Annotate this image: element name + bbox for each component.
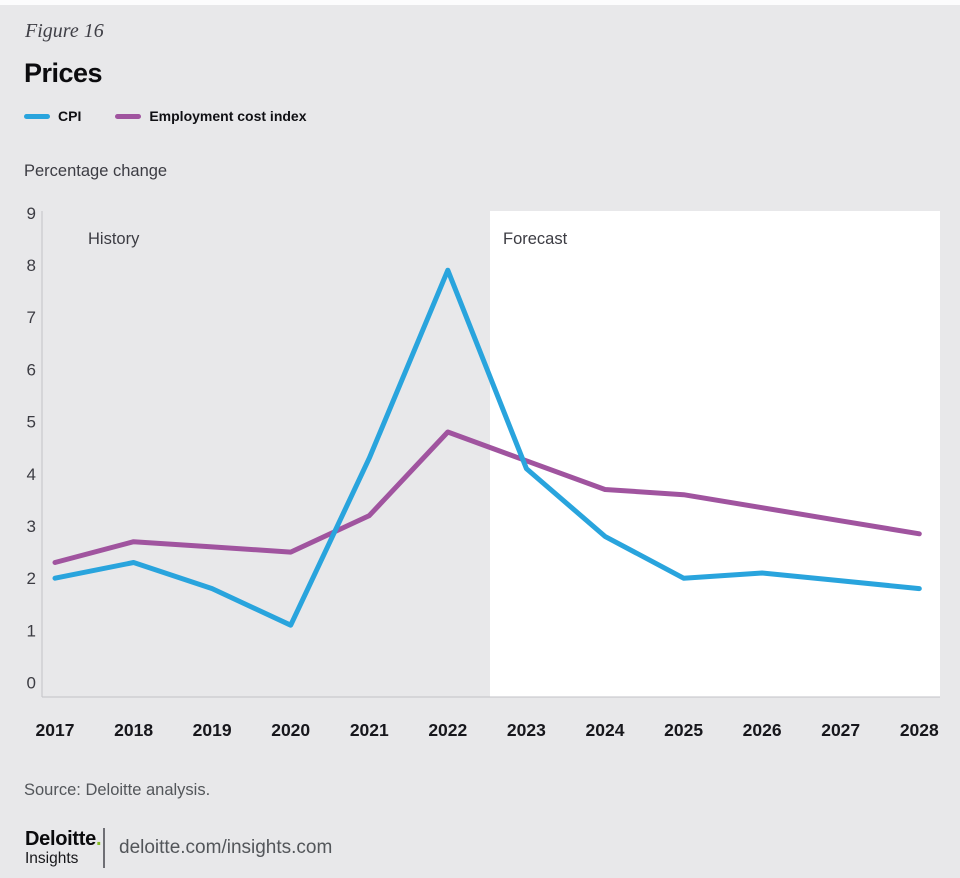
x-tick-label: 2028	[900, 720, 939, 740]
y-tick-label: 6	[27, 360, 36, 379]
y-tick-label: 5	[27, 413, 36, 432]
y-tick-label: 7	[27, 308, 36, 327]
y-tick-label: 0	[27, 674, 36, 693]
y-tick-label: 3	[27, 517, 36, 536]
cpi-line-swatch	[24, 113, 50, 119]
chart-title: Prices	[24, 58, 103, 88]
brand-name: Deloitte.	[25, 827, 102, 850]
legend-item-eci: Employment cost index	[115, 108, 307, 124]
y-tick-label: 2	[27, 569, 36, 588]
x-tick-label: 2019	[193, 720, 232, 740]
source-note: Source: Deloitte analysis.	[24, 781, 211, 799]
brand-green-dot: .	[95, 827, 102, 850]
y-tick-label: 1	[27, 621, 36, 640]
legend-label-eci: Employment cost index	[149, 108, 307, 124]
y-tick-label: 9	[27, 204, 36, 223]
x-tick-label: 2017	[36, 720, 75, 740]
legend-label-cpi: CPI	[58, 108, 82, 124]
y-tick-label: 4	[27, 465, 36, 484]
x-tick-label: 2023	[507, 720, 546, 740]
footer-link[interactable]: deloitte.com/insights.com	[119, 837, 333, 858]
history-region-label: History	[88, 230, 140, 248]
footer-divider	[103, 828, 105, 868]
top-edge-strip	[0, 0, 960, 5]
figure-label: Figure 16	[25, 20, 104, 42]
x-tick-label: 2020	[271, 720, 310, 740]
legend: CPI Employment cost index	[24, 108, 307, 124]
legend-item-cpi: CPI	[24, 108, 81, 124]
x-tick-label: 2026	[743, 720, 782, 740]
y-axis-caption: Percentage change	[24, 162, 168, 180]
x-tick-label: 2022	[428, 720, 467, 740]
x-tick-label: 2021	[350, 720, 389, 740]
cpi-line	[52, 267, 922, 628]
employment-cost-index-line	[52, 429, 922, 565]
forecast-region	[490, 211, 940, 697]
x-tick-label: 2024	[586, 720, 625, 740]
eci-line-swatch	[115, 113, 142, 119]
deloitte-insights-logo: Deloitte. Insights	[25, 827, 103, 867]
brand-subtitle: Insights	[25, 849, 79, 867]
footer: Deloitte. Insights deloitte.com/insights…	[25, 828, 332, 868]
line-chart: 0 1 2 3 4 5 6 7 8 9 2017 2018 2019 2020 2021 2022 2023 20…	[27, 204, 940, 740]
x-tick-label: 2027	[821, 720, 860, 740]
forecast-region-label: Forecast	[503, 230, 568, 248]
x-tick-label: 2025	[664, 720, 703, 740]
y-tick-label: 8	[27, 256, 36, 275]
x-tick-label: 2018	[114, 720, 153, 740]
